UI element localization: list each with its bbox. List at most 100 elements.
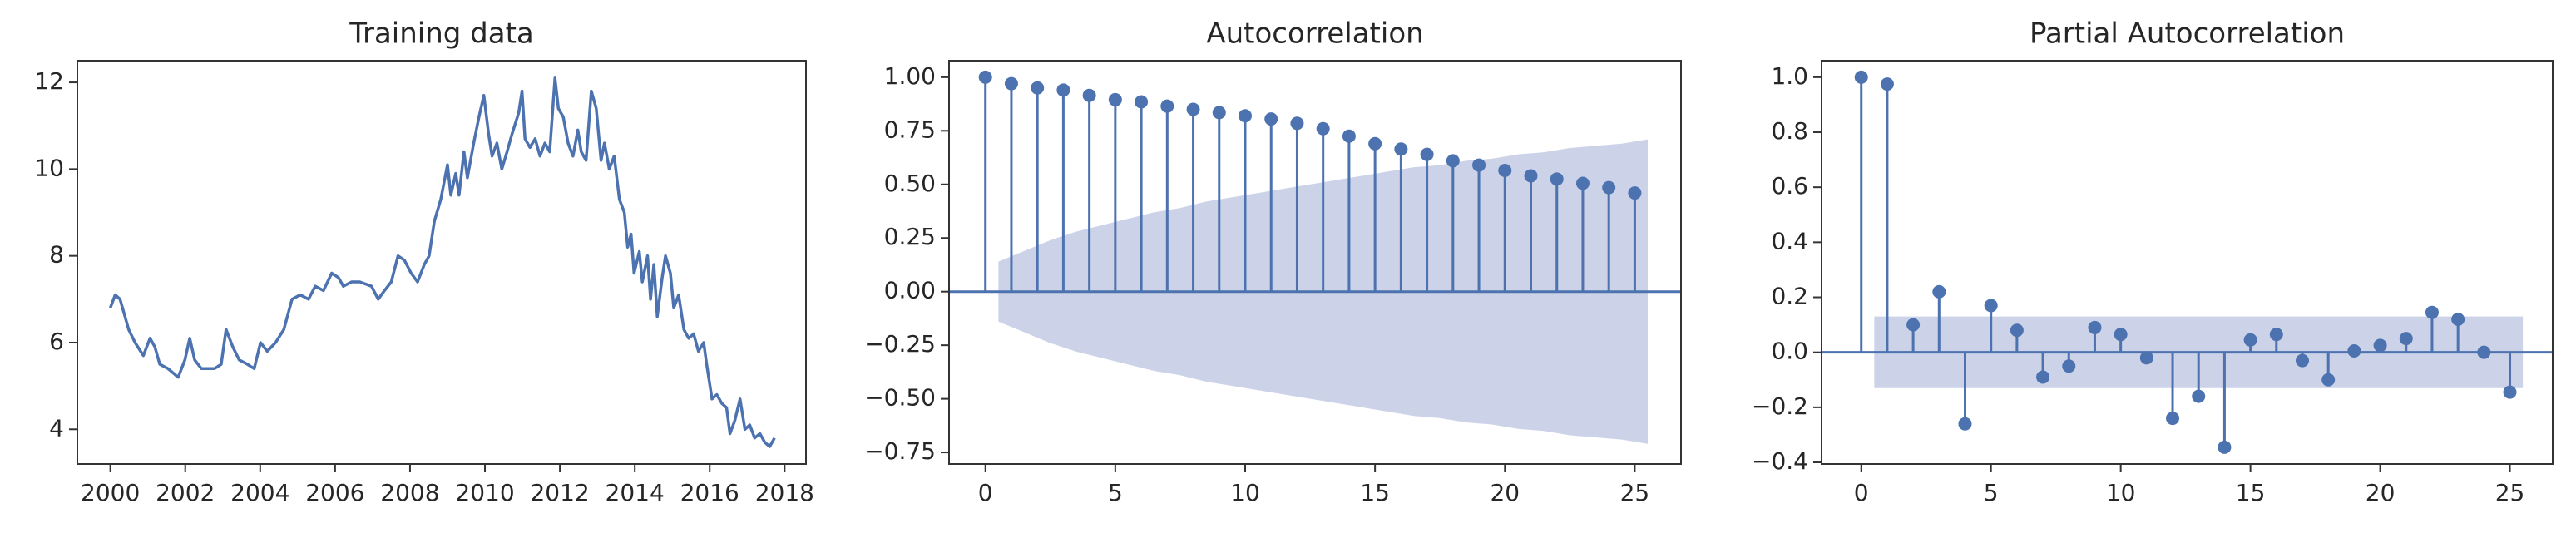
stem-marker [2425,305,2439,319]
x-tick-label: 5 [1108,479,1123,506]
x-tick-label: 2006 [305,479,364,506]
y-tick-label: 12 [34,67,64,95]
y-tick-label: 0.00 [884,277,936,304]
stem-marker [1135,95,1149,109]
stem-marker [1932,284,1946,299]
stem-marker [1342,129,1356,143]
x-tick-label: 2004 [230,479,289,506]
stem-marker [2139,351,2153,365]
y-tick-label: 1.0 [1771,62,1808,90]
x-tick-label: 15 [2236,479,2266,506]
y-tick-label: −0.2 [1752,392,1808,420]
stem-marker [2399,332,2413,346]
y-tick-label: 0.4 [1771,227,1808,254]
stem-marker [2269,328,2283,342]
x-tick-label: 15 [1360,479,1390,506]
y-tick-label: 8 [49,241,64,269]
stem-marker [1316,121,1330,136]
x-tick-label: 10 [1230,479,1260,506]
stem-marker [1264,112,1278,126]
stem-marker [1290,116,1304,131]
x-tick-label: 10 [2106,479,2136,506]
y-tick-label: 1.00 [884,62,936,90]
x-tick-label: 5 [1984,479,1999,506]
x-tick-label: 0 [1854,479,1869,506]
y-tick-label: −0.4 [1752,447,1808,475]
x-tick-label: 2008 [380,479,439,506]
y-tick-label: 6 [49,328,64,355]
y-tick-label: −0.75 [864,437,936,465]
stem-marker [1108,92,1122,106]
stem-marker [2373,338,2387,353]
x-tick-label: 2016 [680,479,739,506]
stem-marker [1446,154,1460,168]
stem-marker [2477,345,2491,359]
stem-marker [1550,172,1564,186]
y-tick-label: 0.6 [1771,172,1808,200]
stem-marker [2295,353,2309,368]
stem-marker [2166,412,2180,426]
stem-marker [2347,344,2361,358]
x-tick-label: 20 [2366,479,2396,506]
stem-marker [1394,142,1408,156]
stem-marker [1984,299,1998,313]
y-tick-label: 0.0 [1771,338,1808,365]
x-tick-label: 2010 [455,479,514,506]
x-tick-label: 20 [1490,479,1520,506]
stem-marker [2062,359,2076,373]
stem-marker [1420,147,1434,161]
stem-marker [2114,328,2128,342]
stem-marker [2321,373,2336,387]
axes-frame [1821,60,2554,465]
y-tick-label: 0.50 [884,170,936,197]
stem-marker [1906,318,1921,332]
stem-marker [2451,312,2465,326]
chart-title: Partial Autocorrelation [2030,17,2345,51]
stem-marker [1212,106,1226,120]
stem-marker [1368,136,1382,151]
y-tick-label: 4 [49,414,64,442]
y-tick-label: −0.50 [864,384,936,412]
y-tick-label: 10 [34,154,64,181]
stem-marker [1082,88,1096,102]
data-line [108,76,776,448]
stem-marker [1160,99,1174,113]
x-tick-label: 0 [978,479,993,506]
stem-marker [1498,164,1512,178]
stem-marker [1575,176,1590,190]
y-tick-label: 0.25 [884,223,936,250]
stem-marker [2036,370,2050,384]
stem-marker [1031,81,1045,95]
y-tick-label: −0.25 [864,330,936,358]
y-tick-label: 0.2 [1771,283,1808,310]
stem-marker [1472,158,1486,172]
stem-marker [1004,76,1018,91]
x-tick-label: 25 [2495,479,2525,506]
stem-marker [2503,385,2517,399]
stem-marker [2088,320,2102,334]
x-tick-label: 2014 [606,479,665,506]
x-tick-label: 2000 [81,479,140,506]
stem-marker [1854,70,1868,84]
axes-frame [77,60,807,465]
chart-title: Training data [349,17,534,51]
stem-marker [1524,169,1538,183]
stem-marker [2218,440,2232,454]
stem-marker [1602,180,1616,195]
y-tick-label: 0.8 [1771,117,1808,145]
stem-marker [1238,109,1252,123]
stem-marker [1186,102,1200,116]
stem-marker [1880,77,1894,91]
x-tick-label: 2002 [156,479,215,506]
x-tick-label: 25 [1620,479,1650,506]
y-tick-label: 0.75 [884,116,936,143]
stem-marker [2192,389,2206,403]
stem-marker [2010,323,2024,338]
stem-marker [1958,417,1972,431]
x-tick-label: 2012 [530,479,589,506]
stem-marker [2243,333,2257,347]
stem-marker [1056,83,1070,97]
stem-marker [1628,186,1642,200]
x-tick-label: 2018 [755,479,814,506]
